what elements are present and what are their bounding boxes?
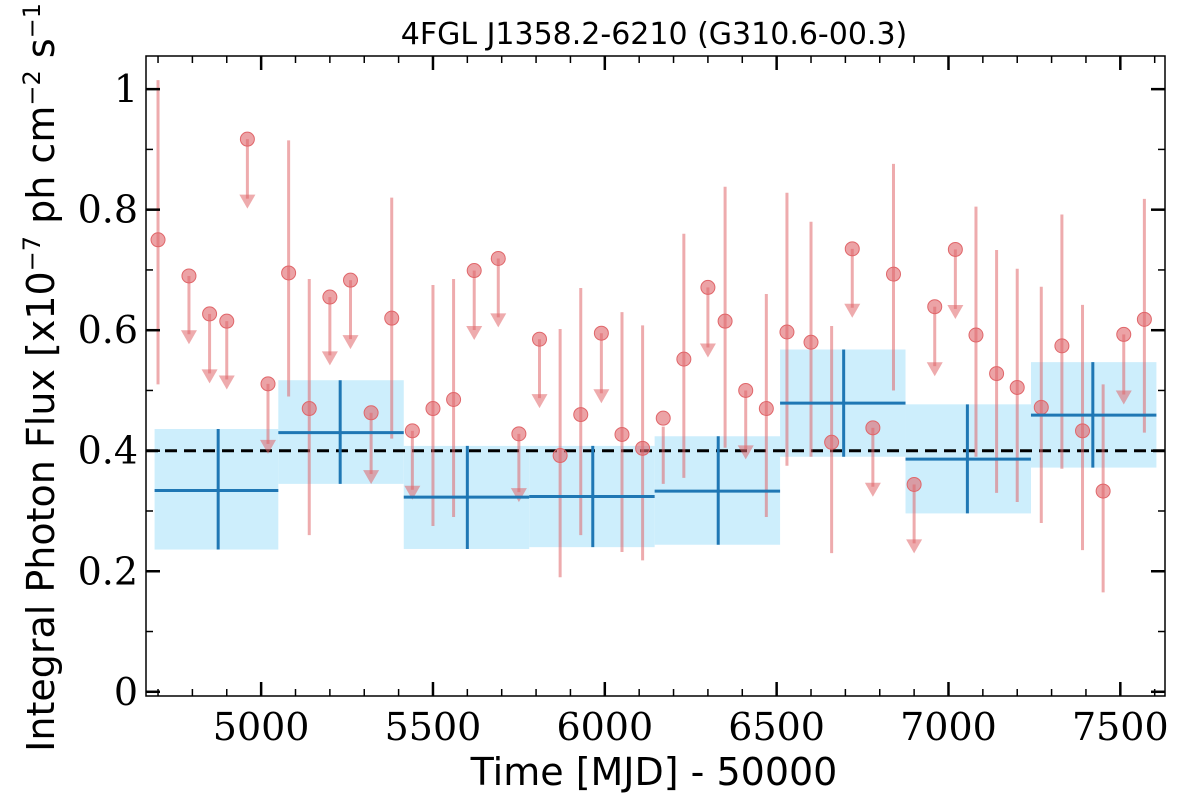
upper-limit-arrow (906, 539, 923, 554)
detection-point (717, 313, 733, 329)
upper-limit-arrow (593, 389, 610, 404)
upper-limit-arrow (531, 394, 548, 409)
upper-limit-point (947, 241, 963, 257)
y-axis-label-unit-1: ph cm (19, 106, 63, 236)
y-axis-label-exp-2: −2 (18, 70, 46, 105)
y-tick-label: 0.6 (78, 308, 138, 352)
upper-limit-arrow (1115, 390, 1132, 405)
detection-point (824, 434, 840, 450)
upper-limit-point (700, 279, 716, 295)
detection-point (301, 401, 317, 417)
upper-limit-arrow (404, 485, 421, 500)
x-tick-label: 7000 (900, 705, 997, 749)
y-tick-label: 1 (114, 67, 138, 111)
detection-point (968, 327, 984, 343)
detection-point (1009, 379, 1025, 395)
x-tick-label: 5000 (213, 705, 310, 749)
detection-point (676, 351, 692, 367)
x-tick-label: 6500 (728, 705, 825, 749)
upper-limit-arrow (342, 335, 359, 350)
detection-point (885, 266, 901, 282)
detection-point (1033, 399, 1049, 415)
detection-point (635, 440, 651, 456)
upper-limit-point (927, 299, 943, 315)
upper-limit-arrow (201, 369, 218, 384)
detection-point (573, 407, 589, 423)
upper-limit-point (1116, 326, 1132, 342)
detection-point (552, 448, 568, 464)
upper-limit-arrow (321, 351, 338, 366)
upper-limit-arrow (363, 470, 380, 485)
upper-limit-point (593, 325, 609, 341)
upper-limit-point (532, 331, 548, 347)
x-tick-label: 6000 (556, 705, 653, 749)
detection-point (1075, 423, 1091, 439)
upper-limit-arrow (737, 445, 754, 460)
detection-point (614, 426, 630, 442)
upper-limit-point (844, 241, 860, 257)
upper-limit-arrow (864, 482, 881, 497)
upper-limit-point (260, 376, 276, 392)
upper-limit-arrow (926, 362, 943, 377)
y-tick-label: 0.2 (78, 549, 138, 593)
y-axis-label-main: Integral Photon Flux [x10 (19, 271, 63, 752)
detection-point (989, 366, 1005, 382)
upper-limit-arrow (490, 313, 507, 328)
chart-title: 4FGL J1358.2-6210 (G310.6-00.3) (401, 17, 908, 52)
upper-limit-point (490, 250, 506, 266)
upper-limit-point (865, 420, 881, 436)
upper-limit-arrow (260, 439, 277, 454)
upper-limit-point (511, 426, 527, 442)
upper-limit-arrow (699, 343, 716, 358)
upper-limit-point (466, 263, 482, 279)
detection-point (1054, 338, 1070, 354)
x-tick-label: 5500 (385, 705, 482, 749)
y-tick-label: 0.8 (78, 188, 138, 232)
y-axis-label-exp-1: −7 (18, 236, 46, 271)
upper-limit-point (202, 306, 218, 322)
y-axis-label: Integral Photon Flux [x10−7 ph cm−2 s−1] (18, 0, 63, 752)
upper-limit-point (239, 131, 255, 147)
upper-limit-point (906, 476, 922, 492)
upper-limit-arrow (218, 375, 235, 390)
upper-limit-arrow (844, 303, 861, 318)
upper-limit-arrow (466, 326, 483, 341)
y-tick-label: 0.4 (78, 429, 138, 473)
y-tick-label: 0 (114, 670, 138, 714)
detection-point (1095, 483, 1111, 499)
detection-point (281, 265, 297, 281)
upper-limit-arrow (947, 304, 964, 319)
upper-limit-point (738, 382, 754, 398)
detection-point (446, 392, 462, 408)
x-axis-label: Time [MJD] - 50000 (470, 750, 838, 794)
upper-limit-point (342, 272, 358, 288)
y-axis-label-end: ] (19, 0, 63, 3)
detection-point (425, 401, 441, 417)
plot-frame (145, 55, 1166, 697)
upper-limit-point (363, 405, 379, 421)
x-tick-label: 7500 (1072, 705, 1169, 749)
upper-limit-point (219, 313, 235, 329)
upper-limit-point (404, 423, 420, 439)
upper-limit-arrow (180, 330, 197, 345)
upper-limit-point (181, 268, 197, 284)
y-axis-label-unit-2: s (19, 38, 63, 70)
detection-point (384, 310, 400, 326)
detection-point (779, 324, 795, 340)
detection-point (150, 232, 166, 248)
detection-point (758, 401, 774, 417)
y-axis-label-exp-3: −1 (18, 3, 46, 38)
detection-point (803, 334, 819, 350)
upper-limit-arrow (239, 194, 256, 209)
upper-limit-arrow (510, 488, 527, 503)
detection-point (1136, 311, 1152, 327)
detection-point (655, 410, 671, 426)
plot-area: 5000 5500 6000 6500 7000 7500 0 0.2 0.4 0.6 0.8 1 (78, 55, 1169, 749)
upper-limit-point (322, 289, 338, 305)
